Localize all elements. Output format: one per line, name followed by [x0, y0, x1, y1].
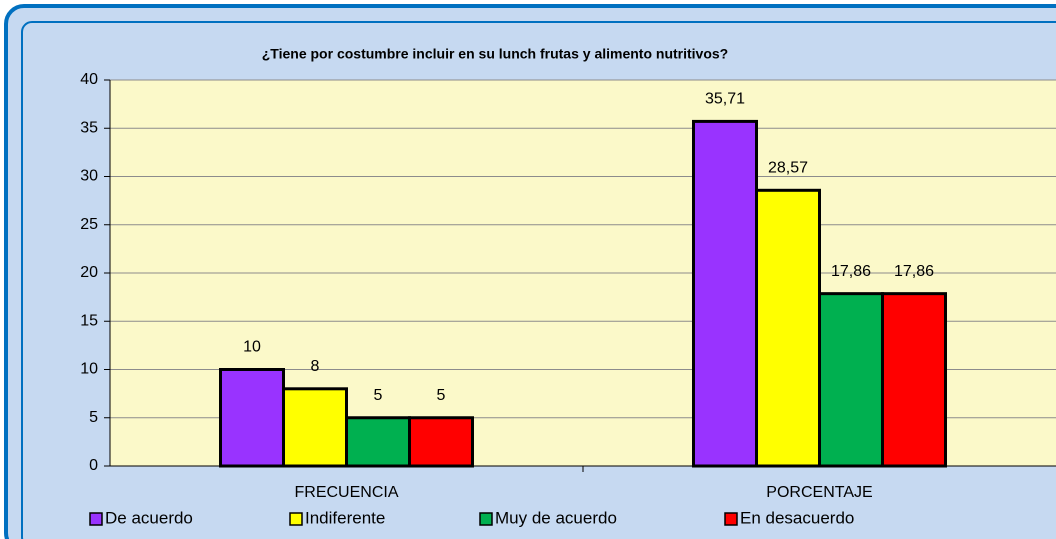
- value-label: 35,71: [705, 91, 745, 108]
- bar: [755, 188, 821, 468]
- value-label: 8: [311, 358, 320, 375]
- value-label: 5: [374, 387, 383, 404]
- legend-swatch: [289, 512, 303, 526]
- legend-label: Indiferente: [305, 508, 385, 527]
- bar: [408, 416, 474, 468]
- bar: [818, 292, 884, 468]
- y-tick-label: 10: [80, 361, 98, 378]
- y-tick-label: 5: [89, 409, 98, 426]
- y-tick-label: 25: [80, 216, 98, 233]
- x-tick-label: PORCENTAJE: [766, 484, 872, 501]
- bar: [345, 416, 411, 468]
- value-label: 10: [243, 339, 261, 356]
- value-label: 17,86: [894, 263, 934, 280]
- legend-label: En desacuerdo: [740, 508, 854, 527]
- y-tick-label: 35: [80, 119, 98, 136]
- bar: [692, 119, 758, 468]
- bar: [881, 292, 947, 468]
- y-tick-label: 0: [89, 457, 98, 474]
- legend-swatch: [89, 512, 103, 526]
- value-label: 5: [437, 387, 446, 404]
- value-label: 17,86: [831, 263, 871, 280]
- x-tick-label: FRECUENCIA: [294, 484, 398, 501]
- y-tick-label: 30: [80, 168, 98, 185]
- legend-label: De acuerdo: [105, 508, 193, 527]
- bar: [219, 368, 285, 468]
- legend-label: Muy de acuerdo: [495, 508, 617, 527]
- y-tick-label: 40: [80, 71, 98, 88]
- bar: [282, 387, 348, 468]
- y-tick-label: 15: [80, 312, 98, 329]
- legend-swatch: [479, 512, 493, 526]
- y-tick-label: 20: [80, 264, 98, 281]
- chart-title: ¿Tiene por costumbre incluir en su lunch…: [262, 46, 728, 62]
- value-label: 28,57: [768, 160, 808, 177]
- legend-swatch: [724, 512, 738, 526]
